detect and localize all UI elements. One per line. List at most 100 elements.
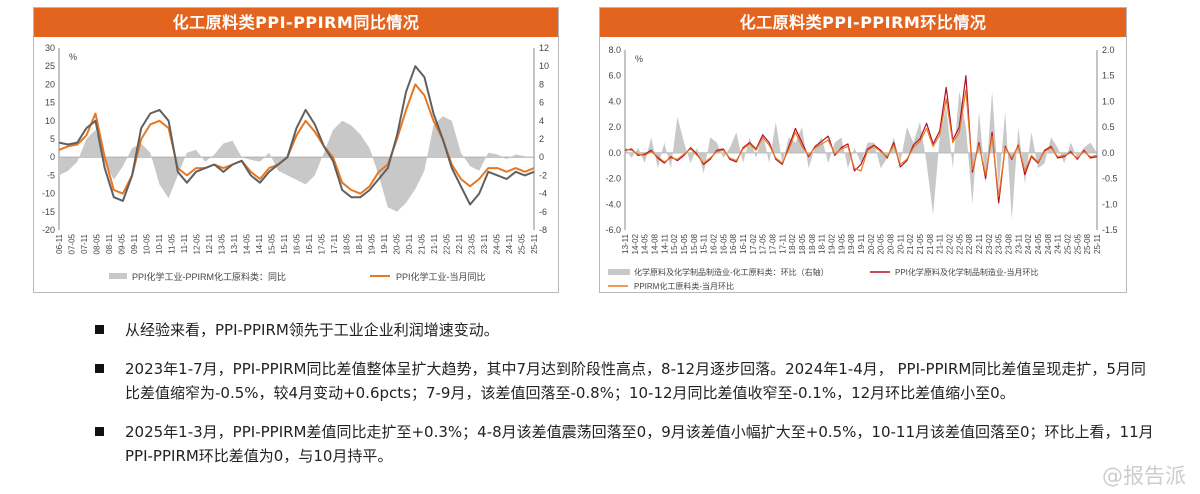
yoy-x-tick-label: 25-11 <box>530 233 539 253</box>
yoy-x-tick-label: 14-11 <box>255 233 264 253</box>
bullet-text: 2025年1-3月，PPI-PPIRM差值同比走扩至+0.3%；4-8月该差值震… <box>125 423 1154 465</box>
yoy-x-tick-label: 08-05 <box>93 233 102 254</box>
yoy-x-tick-label: 23-11 <box>480 233 489 253</box>
square-bullet-icon <box>95 364 104 373</box>
yoy-x-tick-label: 16-05 <box>293 233 302 254</box>
yoy-x-tick-label: 25-05 <box>518 233 527 254</box>
yoy-right-tick-label: 2 <box>539 134 544 144</box>
yoy-right-tick-label: -2 <box>539 170 547 180</box>
yoy-unit-label: % <box>69 52 77 62</box>
mom-right-tick-label: 2.0 <box>1102 45 1115 55</box>
yoy-x-tick-label: 22-05 <box>443 233 452 254</box>
mom-x-tick-label: 14-11 <box>660 233 669 253</box>
mom-chart-title: 化工原料类PPI-PPIRM环比情况 <box>600 8 1126 37</box>
mom-left-tick-label: 0.0 <box>608 148 621 158</box>
mom-x-tick-label: 14-05 <box>641 233 650 254</box>
legend-label-ppirm: PPIRM化工原料类-当月环比 <box>634 281 734 291</box>
yoy-x-tick-label: 24-11 <box>505 233 514 253</box>
mom-x-tick-label: 21-11 <box>936 233 945 253</box>
yoy-x-tick-label: 19-05 <box>368 233 377 254</box>
mom-right-tick-label: 1.0 <box>1102 96 1115 106</box>
yoy-left-tick-label: -5 <box>47 170 55 180</box>
mom-x-tick-label: 25-08 <box>1083 233 1092 254</box>
yoy-left-tick-label: -10 <box>42 189 55 199</box>
yoy-x-tick-label: 19-11 <box>380 233 389 253</box>
legend-label-spread: PPI化学工业-PPIRM化工原料类：同比 <box>132 271 286 282</box>
mom-x-tick-label: 22-11 <box>975 233 984 253</box>
yoy-x-tick-label: 20-05 <box>393 233 402 254</box>
yoy-x-tick-label: 12-11 <box>205 233 214 253</box>
mom-x-tick-label: 25-02 <box>1064 233 1073 254</box>
yoy-right-tick-label: -4 <box>539 189 547 199</box>
yoy-left-tick-label: 20 <box>45 79 55 89</box>
mom-chart: -6.0 -4.0 -2.0 0.0 2.0 4.0 6.0 8.0 -1.5 -1.0 -0.5 0… <box>605 45 1118 291</box>
yoy-chart: -20-15-10-5051015202530-8-6-4-2024681012… <box>42 43 549 282</box>
bullet-text: 从经验来看，PPI-PPIRM领先于工业企业利润增速变动。 <box>125 321 499 339</box>
yoy-x-tick-label: 11-11 <box>180 233 189 253</box>
mom-x-tick-label: 16-11 <box>739 233 748 253</box>
yoy-left-tick-label: 15 <box>45 98 55 108</box>
mom-x-tick-label: 24-05 <box>1034 233 1043 254</box>
yoy-right-tick-label: 12 <box>539 43 549 53</box>
square-bullet-icon <box>95 325 104 334</box>
mom-x-tick-label: 24-08 <box>1044 233 1053 254</box>
mom-right-tick-label: -0.5 <box>1102 174 1118 184</box>
yoy-left-tick-label: 10 <box>45 116 55 126</box>
mom-x-tick-label: 21-05 <box>916 233 925 254</box>
yoy-x-tick-label: 18-11 <box>355 233 364 253</box>
mom-x-tick-label: 21-08 <box>926 233 935 254</box>
bullet-item: 2025年1-3月，PPI-PPIRM差值同比走扩至+0.3%；4-8月该差值震… <box>95 420 1155 468</box>
mom-right-tick-label: -1.5 <box>1102 225 1118 235</box>
yoy-x-tick-label: 18-05 <box>343 233 352 254</box>
yoy-x-tick-label: 10-05 <box>143 233 152 254</box>
yoy-x-tick-label: 10-11 <box>155 233 164 253</box>
mom-x-tick-label: 24-02 <box>1024 233 1033 254</box>
yoy-series-area-0 <box>59 116 534 212</box>
yoy-x-tick-label: 09-11 <box>130 233 139 253</box>
yoy-chart-title: 化工原料类PPI-PPIRM同比情况 <box>34 8 558 37</box>
yoy-x-tick-label: 06-11 <box>55 233 64 253</box>
mom-x-tick-label: 19-08 <box>847 233 856 254</box>
yoy-x-tick-label: 21-11 <box>430 233 439 253</box>
yoy-right-tick-label: 4 <box>539 116 544 126</box>
mom-unit-label: % <box>635 54 643 64</box>
mom-x-tick-label: 18-08 <box>808 233 817 254</box>
mom-left-tick-label: 4.0 <box>608 96 621 106</box>
mom-right-tick-label: 0.0 <box>1102 148 1115 158</box>
yoy-x-tick-label: 14-05 <box>243 233 252 254</box>
mom-series-line-2 <box>624 89 1098 198</box>
yoy-chart-panel: 化工原料类PPI-PPIRM同比情况 -20 -15 -10 -5 0 5 10 15 20 25… <box>33 7 559 293</box>
mom-left-tick-label: 6.0 <box>608 71 621 81</box>
mom-x-tick-label: 22-08 <box>965 233 974 254</box>
mom-x-tick-label: 22-05 <box>955 233 964 254</box>
yoy-left-tick-label: -20 <box>42 225 55 235</box>
yoy-left-tick-label: 5 <box>50 134 55 144</box>
yoy-right-tick-label: 6 <box>539 98 544 108</box>
mom-x-tick-label: 15-02 <box>670 233 679 254</box>
yoy-right-tick-label: -8 <box>539 225 547 235</box>
mom-x-tick-label: 16-08 <box>729 233 738 254</box>
mom-left-tick-label: 8.0 <box>608 45 621 55</box>
yoy-x-tick-label: 15-11 <box>280 233 289 253</box>
bullet-list: 从经验来看，PPI-PPIRM领先于工业企业利润增速变动。 2023年1-7月，… <box>95 318 1155 483</box>
mom-series-area-0 <box>625 91 1097 220</box>
yoy-left-tick-label: -15 <box>42 207 55 217</box>
mom-x-tick-label: 22-02 <box>946 233 955 254</box>
mom-right-tick-label: 0.5 <box>1102 122 1115 132</box>
mom-x-tick-label: 20-08 <box>887 233 896 254</box>
mom-x-tick-label: 23-05 <box>995 233 1004 254</box>
mom-x-tick-label: 13-11 <box>621 233 630 253</box>
mom-x-tick-label: 16-02 <box>710 233 719 254</box>
mom-left-tick-label: -2.0 <box>605 174 621 184</box>
bullet-item: 从经验来看，PPI-PPIRM领先于工业企业利润增速变动。 <box>95 318 1155 342</box>
yoy-x-tick-label: 20-11 <box>405 233 414 253</box>
mom-x-tick-label: 18-05 <box>798 233 807 254</box>
mom-x-tick-label: 17-08 <box>769 233 778 254</box>
mom-x-tick-label: 20-11 <box>896 233 905 253</box>
yoy-x-tick-label: 16-11 <box>305 233 314 253</box>
mom-right-tick-label: 1.5 <box>1102 71 1115 81</box>
mom-x-tick-label: 18-11 <box>818 233 827 253</box>
mom-x-tick-label: 19-11 <box>857 233 866 253</box>
legend-label-ppi: PPI化学工业-当月同比 <box>396 271 486 282</box>
mom-x-tick-label: 25-05 <box>1073 233 1082 254</box>
